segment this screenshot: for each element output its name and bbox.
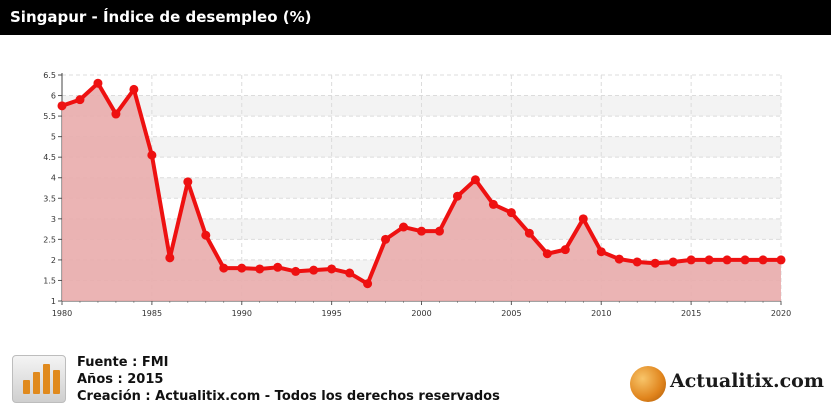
y-tick-label: 2 [51,256,56,265]
data-point [111,109,121,119]
x-tick-label: 2015 [681,309,701,318]
data-point [255,264,265,274]
data-point [147,150,157,160]
y-tick-label: 3 [51,215,56,224]
y-tick-label: 3.5 [43,194,56,203]
data-point [524,228,534,238]
data-point [129,84,139,94]
x-tick-label: 2020 [771,309,791,318]
x-tick-label: 2010 [591,309,611,318]
y-tick-label: 4.5 [43,153,56,162]
credit-text: Creación : Actualitix.com - Todos los de… [77,389,500,404]
data-point [417,226,426,236]
brand-logo[interactable]: Actualitix.com [630,364,825,404]
brand-text: Actualitix.com [670,370,824,392]
data-point [488,199,498,209]
data-point [668,257,678,267]
data-point [183,177,193,187]
y-tick-label: 1 [51,297,56,306]
data-point [219,263,229,273]
globe-icon [630,366,666,402]
y-tick-label: 4 [51,174,56,183]
x-tick-label: 1985 [142,309,162,318]
x-tick-label: 2005 [501,309,521,318]
x-tick-label: 1995 [321,309,341,318]
x-tick-label: 1990 [232,309,252,318]
data-point [470,175,480,185]
data-point [434,226,444,236]
data-point [650,258,660,268]
data-point [740,255,750,265]
data-point [614,254,624,264]
data-point [237,263,247,273]
page-title: Singapur - Índice de desempleo (%) [0,0,831,35]
y-tick-label: 5 [51,133,56,142]
y-tick-label: 6.5 [43,71,56,80]
x-tick-label: 1980 [52,309,72,318]
data-point [506,208,516,218]
x-tick-label: 2000 [411,309,431,318]
data-point [686,255,696,265]
data-point [542,249,552,259]
y-tick-label: 6 [51,92,56,101]
data-point [327,264,337,274]
chart-area: 1 1.5 2 2.5 3 3.5 4 4.5 5 5.5 6 6.5 1980 1985 1990 1995… [0,35,831,345]
data-point [345,268,355,278]
data-point [75,95,85,105]
data-point [722,255,732,265]
years-text: Años : 2015 [77,372,164,387]
y-tick-label: 2.5 [43,235,56,244]
data-point [776,255,786,265]
source-text: Fuente : FMI [77,355,169,370]
data-point [452,191,462,201]
data-point [165,253,175,263]
data-point [399,222,409,232]
footer: Fuente : FMI Años : 2015 Creación : Actu… [0,348,831,412]
data-point [381,234,391,244]
series-area [62,83,781,301]
data-point [309,265,319,275]
data-point [704,255,714,265]
y-tick-label: 5.5 [43,112,56,121]
data-point [596,247,606,257]
data-point [93,78,103,88]
data-point [363,279,373,289]
data-point [632,257,642,267]
data-point [291,266,301,276]
data-point [560,245,570,255]
data-point [57,101,67,111]
data-point [758,255,768,265]
data-point [578,214,588,224]
unemployment-chart: 1 1.5 2 2.5 3 3.5 4 4.5 5 5.5 6 6.5 1980 1985 1990 1995… [43,71,791,318]
y-tick-label: 1.5 [43,276,56,285]
bar-chart-icon [12,355,66,403]
data-point [273,262,283,272]
data-point [201,230,211,240]
